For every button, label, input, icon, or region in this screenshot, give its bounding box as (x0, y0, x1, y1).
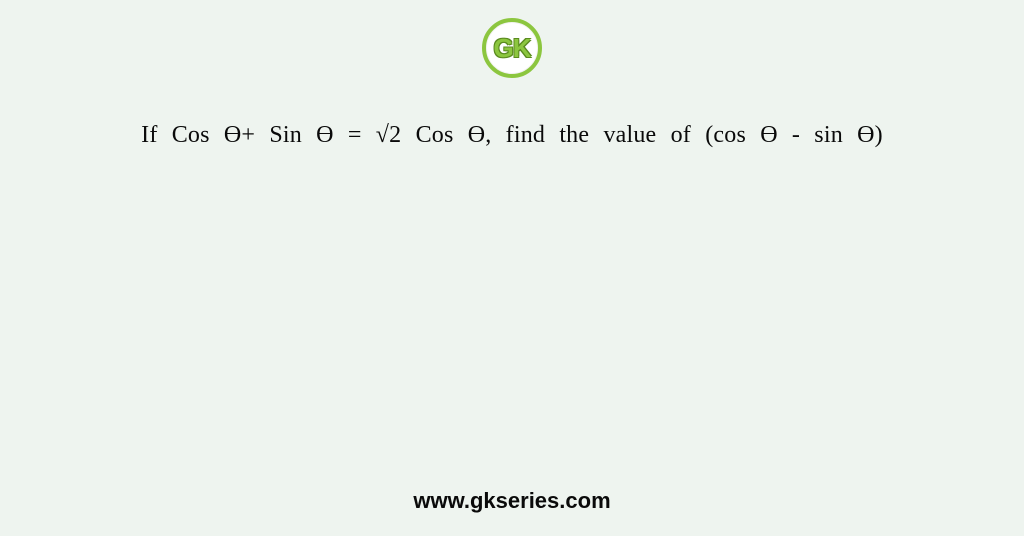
logo-circle: GK (482, 18, 542, 78)
logo-text: GK (494, 33, 531, 64)
question-text: If Cos ϴ+ Sin ϴ = √2 Cos ϴ, find the val… (0, 122, 1024, 149)
footer-url: www.gkseries.com (0, 488, 1024, 514)
logo-container: GK (482, 18, 542, 78)
